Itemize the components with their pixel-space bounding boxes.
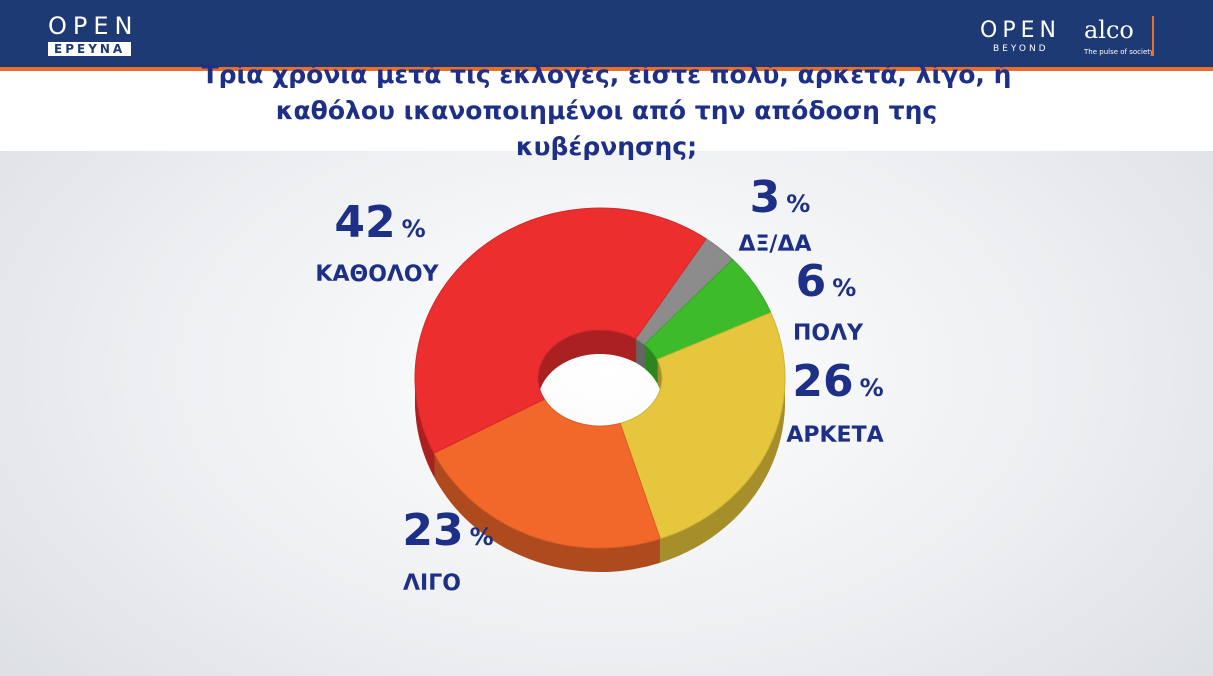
value-unit: % (786, 190, 810, 218)
title-box: Τρία χρόνια μετά τις εκλογές, είστε πολύ… (0, 60, 1213, 161)
value-unit: % (470, 523, 494, 551)
slice (414, 207, 707, 454)
logo-sub: ΕΡΕΥΝΑ (48, 42, 132, 56)
value-label: 23% (402, 505, 493, 556)
category-label: ΔΞ/ΔΑ (738, 232, 811, 257)
category-label: ΛΙΓΟ (403, 571, 461, 596)
value-number: 26 (792, 356, 853, 407)
value-label: 3% (750, 172, 811, 223)
category-label: ΚΑΘΟΛΟΥ (315, 262, 439, 287)
value-unit: % (860, 374, 884, 402)
divider (1152, 16, 1154, 56)
chart-title: Τρία χρόνια μετά τις εκλογές, είστε πολύ… (201, 60, 1012, 161)
value-label: 6% (796, 256, 857, 307)
value-number: 42 (334, 197, 395, 248)
header-bar: OPEN ΕΡΕΥΝΑ OPEN BEYOND alco The pulse o… (0, 0, 1213, 71)
value-number: 6 (796, 256, 827, 307)
value-unit: % (402, 215, 426, 243)
value-number: 23 (402, 505, 463, 556)
value-number: 3 (750, 172, 781, 223)
logo: OPEN (980, 18, 1061, 43)
logo: OPEN (48, 12, 139, 40)
value-label: 42% (334, 197, 425, 248)
value-unit: % (832, 274, 856, 302)
logo-sub: BEYOND (993, 44, 1049, 54)
slice (433, 398, 661, 549)
category-label: ΠΟΛΥ (793, 321, 864, 346)
partner-logo: alco (1084, 16, 1134, 44)
partner-sub: The pulse of society (1084, 48, 1155, 56)
category-label: ΑΡΚΕΤΑ (786, 423, 883, 448)
value-label: 26% (792, 356, 883, 407)
slice (619, 312, 786, 540)
